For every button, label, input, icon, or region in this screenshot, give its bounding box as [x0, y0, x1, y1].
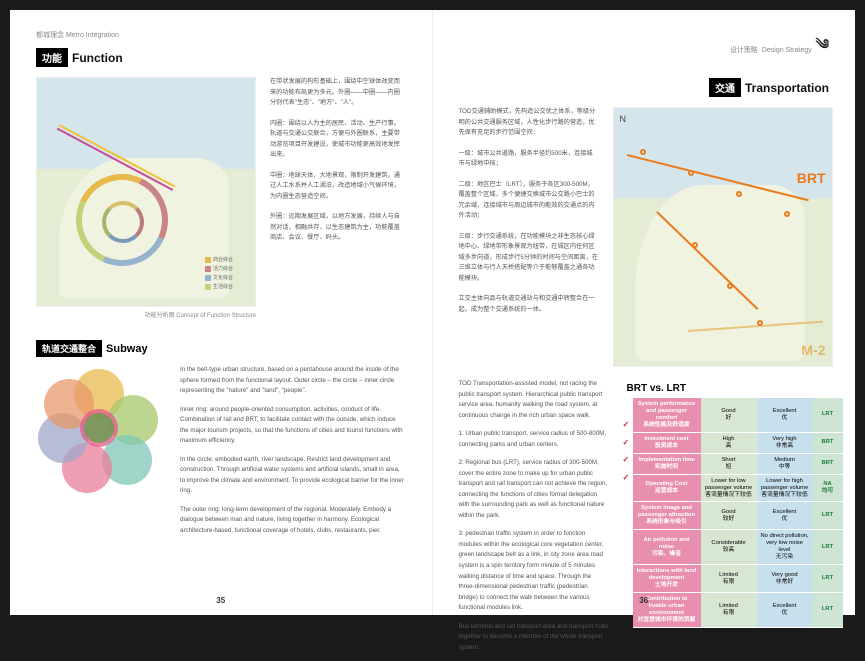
- table-row: Interactions with land development土地开发Li…: [633, 565, 843, 593]
- transport-map: N BRT M-2: [613, 107, 833, 367]
- table-row: Implementation time实施时间Short短Medium中等BRT: [633, 453, 843, 474]
- table-row: Air pollution and noise污染、噪音Considerable…: [633, 530, 843, 565]
- para: In the circle: embodied earth, river lan…: [180, 455, 406, 497]
- check-icon: [623, 486, 633, 504]
- check-icon: ✓: [623, 469, 633, 487]
- page-right: 设计策略 Design Strategy ༄ 交通 Transportation…: [433, 10, 856, 615]
- para: TOD交通辅助模式，先构造公交优之体系，等级分明的公共交通服务区域，人性化步行路…: [459, 107, 599, 139]
- function-legend: 商业综合 活力综合 文化综合 生活综合: [205, 256, 251, 302]
- function-map-caption: 功能分析图 Concept of Function Structure: [36, 310, 256, 319]
- function-map-wrap: 商业综合 活力综合 文化综合 生活综合 功能分析图 Concept of Fun…: [36, 77, 256, 327]
- page-number-left: 35: [216, 596, 225, 605]
- section-function: 功能 Function: [36, 48, 406, 67]
- comparison-title: BRT vs. LRT: [623, 383, 843, 394]
- para: 外圈：远期发展区域，以地方发展，持续人与自然对话，相融共存，以生态建筑为主，功能…: [270, 212, 406, 244]
- function-text: 在带状发展的构形基础上，围绕中空球体改变而来的功能布局更为多元。外圈——中圈——…: [270, 77, 406, 327]
- para: In the belt-type urban structure, based …: [180, 365, 406, 397]
- table-row: Operating Cost运营成本Lower for low passenge…: [633, 474, 843, 502]
- transport-block: TOD交通辅助模式，先构造公交优之体系，等级分明的公共交通服务区域，人性化步行路…: [459, 107, 830, 367]
- para: 2: Regional bus (LRT), service radius of…: [459, 458, 609, 521]
- transport-text: TOD交通辅助模式，先构造公交优之体系，等级分明的公共交通服务区域，人性化步行路…: [459, 107, 599, 367]
- para: 二级：地区巴士（LRT），服务于各区300-500M，覆盖整个区域，多个便捷交换…: [459, 180, 599, 222]
- check-icon: ✓: [623, 451, 633, 469]
- page-left: 都城理念 Metro Integration 功能 Function: [10, 10, 433, 615]
- section-en: Function: [72, 51, 123, 65]
- subway-title: 轨道交通整合 Subway: [36, 340, 148, 357]
- table-row: System image and passenger attraction系统形…: [633, 502, 843, 530]
- para: 3: pedestrian traffic system in order to…: [459, 529, 609, 613]
- function-block: 商业综合 活力综合 文化综合 生活综合 功能分析图 Concept of Fun…: [36, 77, 406, 327]
- m2-label: M-2: [801, 342, 825, 358]
- para: 三级：步行交通系统，在功能模块之非生态核心绿地中心、绿地带形象景观为纽带，在城区…: [459, 232, 599, 285]
- para: 在带状发展的构形基础上，围绕中空球体改变而来的功能布局更为多元。外圈——中圈——…: [270, 77, 406, 109]
- table-row: Investment cost投资成本High高Very high非常高BRT: [633, 432, 843, 453]
- function-map: 商业综合 活力综合 文化综合 生活综合: [36, 77, 256, 307]
- para: 内圈：围绕以人为主的居民、活动、生产行事。轨道与交通公交联合，方便与外圈联系，主…: [270, 119, 406, 161]
- comparison-table: System performance and passenger comfort…: [633, 398, 843, 628]
- page-number-right: 36: [639, 596, 648, 605]
- logo-icon: ༄: [816, 28, 829, 68]
- check-icon: [623, 521, 633, 539]
- check-icon: ✓: [623, 434, 633, 452]
- breadcrumb: 都城理念 Metro Integration: [36, 30, 406, 40]
- transport-lower-text: TOD Transportation-assisted model, not r…: [459, 379, 609, 661]
- para: 中圈：地球天体，大地景观，限制开发建筑，通过人工水系并人工湖泊，改造地域小气候环…: [270, 171, 406, 203]
- table-row: System performance and passenger comfort…: [633, 398, 843, 432]
- check-icon: [623, 539, 633, 557]
- para: 1: Urban public transport, service radiu…: [459, 429, 609, 450]
- breadcrumb-left: 都城理念 Metro Integration: [36, 30, 119, 40]
- subway-text: In the belt-type urban structure, based …: [180, 365, 406, 544]
- check-column: ✓✓✓✓: [623, 398, 633, 628]
- compare-section: TOD Transportation-assisted model, not r…: [459, 379, 830, 661]
- subway-section: 轨道交通整合 Subway In the belt-type urban str…: [36, 339, 406, 544]
- table-row: Contribution to livable urban environmen…: [633, 593, 843, 628]
- para: The outer ring: long-term development of…: [180, 505, 406, 537]
- brt-label: BRT: [797, 170, 826, 186]
- compass-icon: N: [620, 114, 627, 124]
- check-icon: [623, 504, 633, 522]
- section-zh: 功能: [36, 48, 68, 67]
- check-icon: ✓: [623, 416, 633, 434]
- comparison-table-wrap: BRT vs. LRT ✓✓✓✓ System performance and …: [623, 383, 843, 661]
- subway-diagram: [36, 365, 166, 495]
- page-spread: 都城理念 Metro Integration 功能 Function: [10, 10, 855, 615]
- para: 一级：城市公共道路，服务半径约500米，连接城市与绿地中核；: [459, 149, 599, 170]
- breadcrumb-right: 设计策略 Design Strategy ༄: [459, 30, 830, 70]
- para: TOD Transportation-assisted model, not r…: [459, 379, 609, 421]
- para: Inner ring: around people-oriented consu…: [180, 405, 406, 447]
- para: 立交主体向品与轨道交通站与和交通中转整合在一起，成为整个交通系统的一体。: [459, 294, 599, 315]
- para: Bus terminal and rail transport area and…: [459, 622, 609, 654]
- section-transport: 交通 Transportation: [709, 78, 829, 97]
